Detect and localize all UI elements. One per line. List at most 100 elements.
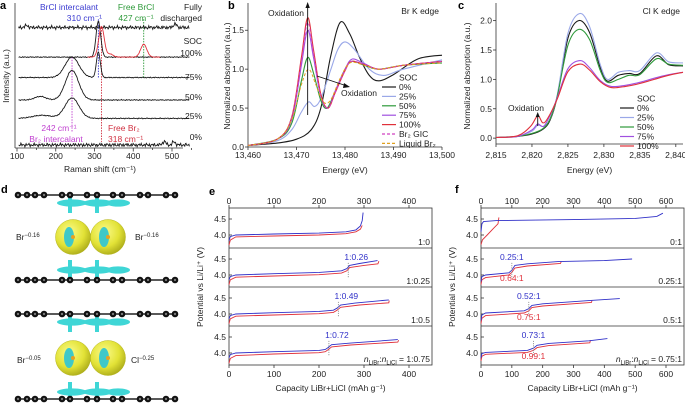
x-tick-label-f: 600 [659,369,673,379]
label-fully: Fully [184,2,203,12]
carbon-atom-highlight [173,193,177,197]
carbon-atom-highlight [138,397,142,401]
carbon-atom-highlight [42,312,46,316]
ratio-label: nLiBr:nLiCl = 1:0.75 [364,354,430,367]
panel-label-d: d [1,184,8,196]
y-tick-label-f: 4.0 [466,270,478,280]
raman-trace [18,139,190,149]
x-tick-label-top-e: 300 [357,196,371,206]
carbon-atom-highlight [68,278,72,282]
x-tick-label-top-f: 200 [536,196,550,206]
oxidation-label-1: Oxidation [268,8,304,18]
panel-title-c: Cl K edge [643,6,681,16]
carbon-atom-highlight [16,278,20,282]
raman-trace [18,69,190,102]
charge-cloud [68,382,72,402]
carbon-atom-highlight [95,278,99,282]
ratio-label: 0.25:1 [658,276,682,286]
x-tick-label-a: 200 [49,151,63,161]
x-tick-label-c: 2,820 [521,150,543,160]
discharge-curve [228,300,390,324]
carbon-atom-highlight [146,193,150,197]
carbon-atom-highlight [68,397,72,401]
spectrum-Br₂ GIC [247,21,443,146]
carbon-atom-highlight [173,278,177,282]
y-tick-label-e: 4.0 [214,230,226,240]
soc-label: 75% [185,72,202,82]
annotation-br2-shift: 242 cm⁻¹ [41,123,76,133]
charge-ratio-label: 1:0.72 [325,330,349,340]
carbon-atom-highlight [146,397,150,401]
ratio-label-part: = 0.75:1 [649,354,683,364]
arrow-head-icon [535,112,540,117]
carbon-atom-highlight [33,278,37,282]
x-tick-label-top-e: 400 [402,196,416,206]
x-tick-label-b: 13,500 [429,150,455,160]
carbon-atom-highlight [85,397,89,401]
carbon-atom-highlight [138,278,142,282]
y-axis-label-e: Potential vs Li/Li⁺ (V) [195,247,205,327]
ratio-label: 1:0 [418,237,430,247]
carbon-atom-highlight [111,278,115,282]
carbon-atom-highlight [33,312,37,316]
y-axis-label-b: Normalized absorption (a.u.) [222,22,232,129]
spectrum-75% [495,60,684,139]
atom-charge-label-part: −0.16 [25,233,41,239]
x-tick-label-top-f: 0 [479,196,484,206]
carbon-atom-highlight [111,397,115,401]
legend-label: 75% [637,132,654,142]
carbon-atom-highlight [85,278,89,282]
raman-trace [18,21,190,31]
ratio-label: nLiBr:nLiCl = 0.75:1 [616,354,682,367]
depletion-region [64,348,74,368]
carbon-atom-highlight [164,278,168,282]
legend-label: 25% [637,113,654,123]
carbon-atom-highlight [16,193,20,197]
carbon-atom-highlight [138,193,142,197]
carbon-atom-highlight [25,312,29,316]
discharge-ratio-label: 0.64:1 [500,273,524,283]
y-tick-label-f: 4.0 [466,348,478,358]
y-tick-label-f: 4.0 [466,230,478,240]
legend-label: 0% [399,82,412,92]
spectrum-0% [247,21,443,146]
legend-title: SOC [399,73,417,83]
carbon-atom-highlight [85,193,89,197]
carbon-atom-highlight [164,193,168,197]
y-tick-label-e: 4.5 [214,332,226,342]
carbon-atom-highlight [173,312,177,316]
y-tick-label-f: 4.5 [466,214,478,224]
charge-cloud [95,382,99,402]
raman-trace-overlay [87,25,161,58]
x-tick-label-c: 2,835 [629,150,651,160]
carbon-atom-highlight [68,312,72,316]
ratio-label-part: LiBr [369,361,380,367]
spectrum-0% [495,19,684,139]
x-tick-label-b: 13,470 [284,150,310,160]
x-tick-label-f: 300 [566,369,580,379]
ratio-label-part: LiCl [386,361,396,367]
carbon-atom-highlight [42,397,46,401]
ratio-label: 1:0.5 [411,315,430,325]
charge-cloud [106,266,130,274]
y-tick-label-e: 4.5 [214,293,226,303]
carbon-atom-highlight [25,397,29,401]
legend-label: Liquid Br₂ [399,138,436,148]
charge-ratio-label: 0.52:1 [517,291,541,301]
x-tick-label-top-e: 200 [312,196,326,206]
y-tick-label-f: 4.5 [466,293,478,303]
x-tick-label-top-f: 100 [505,196,519,206]
arrow-head-icon [343,83,350,88]
legend-label: 25% [399,91,416,101]
halogen-nucleus [106,235,110,239]
charge-density-illustration [14,191,179,403]
panel-label-a: a [0,0,7,12]
annotation-free-br2: Free Br₂ [108,123,140,133]
discharge-curve [228,261,380,285]
discharge-ratio-label: 0.99:1 [522,351,546,361]
annotation-free-brcl: Free BrCl [118,2,154,12]
atom-charge-label: Br−0.05 [17,355,41,365]
x-tick-label-f: 0 [479,369,484,379]
carbon-atom-highlight [33,397,37,401]
legend-label: 100% [637,141,659,151]
